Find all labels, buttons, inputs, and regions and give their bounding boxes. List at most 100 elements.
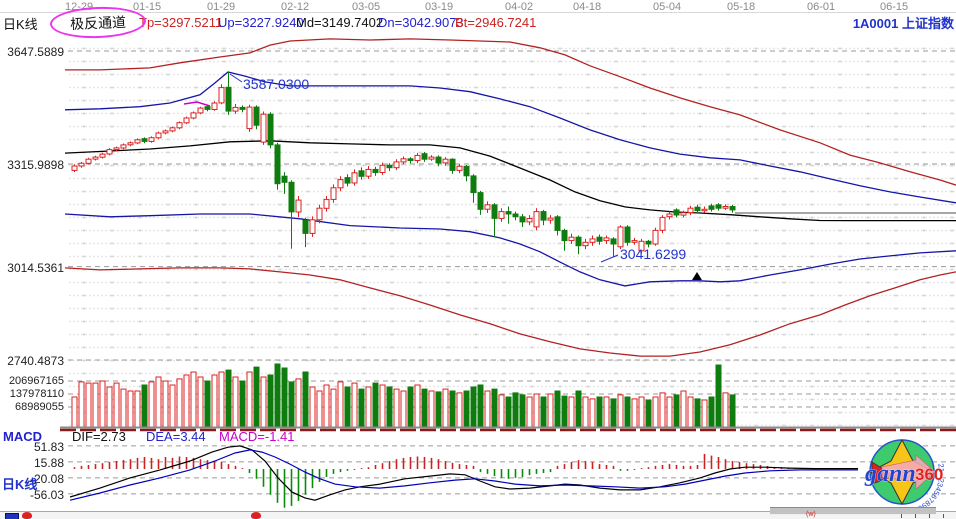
date-label: 04-18 [573, 1, 602, 13]
candle-body [568, 236, 575, 242]
volume-bar [421, 388, 428, 428]
candle-body [624, 226, 631, 243]
candle-body [71, 165, 78, 171]
candle-body [351, 172, 358, 184]
axis-tick-label: 2740.4873 [7, 354, 64, 368]
volume-bar [218, 371, 225, 428]
candle-body [526, 218, 533, 223]
candle-body [470, 175, 477, 194]
candle-body [659, 216, 666, 231]
gann360-logo: 210698765432 234567890123 gann 360 [858, 434, 946, 512]
candle-body [169, 127, 176, 132]
volume-bar [631, 398, 638, 428]
volume-bar [463, 390, 470, 428]
volume-bar [589, 398, 596, 428]
volume-bar [484, 390, 491, 428]
volume-bar [225, 369, 232, 428]
logo-gann-text: gann [864, 461, 916, 487]
dif-value-label: DIF=2.73 [72, 429, 126, 444]
candle-body [547, 217, 554, 221]
header-divider [0, 12, 956, 13]
volume-bar [113, 382, 120, 428]
volume-bar [393, 388, 400, 428]
candle-body [372, 168, 379, 173]
candle-body [491, 204, 498, 219]
volume-bar [652, 396, 659, 428]
volume-bar [512, 392, 519, 428]
candle-body [603, 237, 610, 242]
candle-body [463, 165, 470, 177]
candle-body [239, 106, 246, 110]
candle-body [456, 165, 463, 171]
volume-bar [365, 386, 372, 428]
volume-bar [71, 396, 78, 428]
candle-body [344, 177, 351, 184]
candle-body [267, 113, 274, 146]
date-label: 05-18 [727, 1, 756, 13]
candle-body [498, 211, 505, 219]
taskbar-w-glyph: (w) [806, 511, 816, 518]
candle-body [652, 229, 659, 245]
candle-body [505, 211, 512, 215]
axis-tick-label: -56.03 [29, 487, 64, 502]
candle-body [197, 107, 204, 114]
candle-body [330, 187, 337, 200]
volume-bar [99, 380, 106, 428]
volume-bar [337, 381, 344, 428]
candle-body [519, 216, 526, 223]
candle-body [99, 153, 106, 158]
date-label: 12-29 [65, 1, 94, 13]
volume-bar [680, 390, 687, 428]
candle-body [127, 142, 134, 146]
volume-bar [729, 394, 736, 428]
date-label: 03-05 [352, 1, 381, 13]
taskbar-tick [943, 514, 944, 518]
candle-body [155, 132, 162, 139]
volume-bar [204, 380, 211, 428]
date-label: 01-29 [207, 1, 236, 13]
taskbar-red-icon-2[interactable] [251, 512, 261, 519]
volume-bar [323, 384, 330, 428]
candle-body [120, 144, 127, 149]
volume-bar [253, 366, 260, 428]
volume-bar [428, 390, 435, 428]
volume-bar [673, 394, 680, 428]
volume-bar [715, 364, 722, 428]
param-up: Up=3227.9240 [218, 15, 304, 30]
volume-bar [638, 396, 645, 428]
taskbar-slider[interactable] [770, 507, 936, 515]
candle-body [85, 158, 92, 164]
volume-bar [442, 388, 449, 428]
candle-body [162, 130, 169, 134]
candle-body [701, 208, 708, 212]
volume-bar [92, 382, 99, 428]
volume-bar [246, 371, 253, 428]
volume-bar [561, 395, 568, 428]
volume-bar [78, 381, 85, 428]
volume-bar [407, 386, 414, 428]
taskbar-red-icon[interactable] [22, 512, 32, 519]
volume-bar [309, 386, 316, 428]
volume-bar [470, 386, 477, 428]
candle-body [477, 192, 484, 210]
candle-body [260, 113, 267, 143]
candle-body [253, 106, 260, 126]
candle-body [680, 212, 687, 216]
axis-tick-label: 206967165 [8, 375, 64, 387]
volume-bar [449, 390, 456, 428]
date-label: 04-02 [505, 1, 534, 13]
taskbar-app-icon[interactable] [5, 513, 19, 519]
param-tp: Tp=3297.5211 [139, 15, 223, 30]
axis-tick-label: 3014.5361 [7, 260, 64, 275]
candle-body [113, 147, 120, 151]
candle-body [218, 87, 225, 104]
volume-bar [540, 396, 547, 428]
volume-bar [155, 376, 162, 428]
candle-body [232, 106, 239, 112]
candle-body [134, 139, 141, 144]
volume-bar [162, 380, 169, 428]
axis-tick-label: 68989055 [15, 401, 64, 413]
candle-body [141, 138, 148, 142]
